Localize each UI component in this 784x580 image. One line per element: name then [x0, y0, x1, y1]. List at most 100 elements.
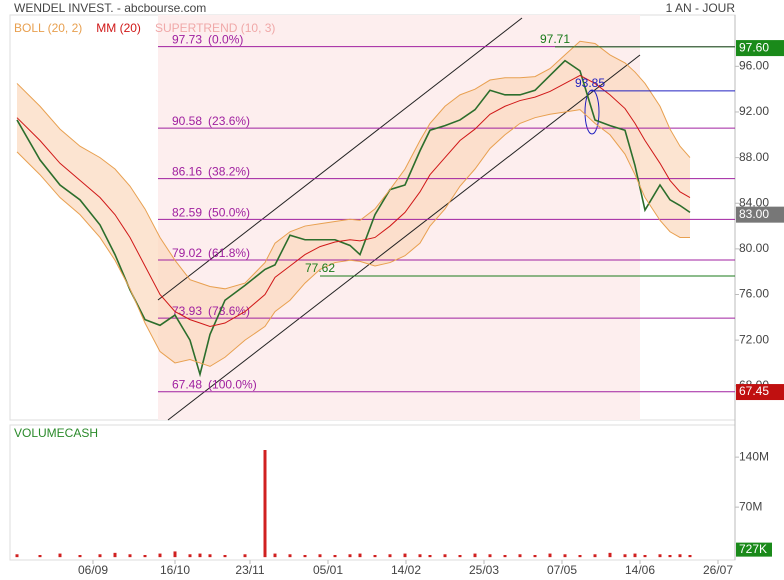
volume-bar — [373, 555, 377, 558]
x-tick-label: 25/03 — [469, 563, 499, 577]
y-tick-label: 80.00 — [739, 241, 769, 255]
volume-bar — [578, 555, 582, 558]
volume-bar — [223, 555, 227, 558]
fib-label: 90.58 (23.6%) — [172, 114, 250, 128]
fib-value: 90.58 — [172, 114, 202, 128]
volume-bar — [688, 555, 692, 558]
x-tick-label: 06/09 — [78, 563, 108, 577]
fib-pct: (0.0%) — [208, 33, 243, 47]
price-tag-label: 83.00 — [739, 207, 769, 221]
fib-value: 73.93 — [172, 304, 202, 318]
y-tick-label: 88.00 — [739, 150, 769, 164]
volume-bar — [113, 552, 117, 558]
volume-tag — [736, 542, 772, 557]
volume-bar — [488, 554, 492, 558]
volume-bar — [458, 555, 462, 558]
price-tag-label: 97.60 — [739, 40, 769, 54]
moving-average — [16, 74, 691, 327]
volume-bar — [633, 553, 637, 558]
title: WENDEL INVEST. - abcbourse.com — [14, 1, 206, 15]
volume-bar — [658, 554, 662, 558]
period: 1 AN - JOUR — [666, 1, 736, 15]
y-tick-label: 96.00 — [739, 59, 769, 73]
fib-label: 86.16 (38.2%) — [172, 165, 250, 179]
volume-tag-label: 727K — [739, 542, 767, 556]
volume-bar — [333, 555, 337, 558]
volume-bar — [198, 553, 202, 558]
volume-bar — [533, 555, 537, 558]
volume-bar — [548, 553, 552, 558]
volume-bar — [188, 554, 192, 558]
x-tick-label: 05/01 — [313, 563, 343, 577]
annotation: 97.71 — [540, 32, 570, 46]
legend-entry: BOLL (20, 2) — [14, 21, 82, 35]
y-tick-label: 92.00 — [739, 104, 769, 118]
y-tick-label: 84.00 — [739, 195, 769, 209]
price-tag — [736, 40, 784, 57]
x-tick-label: 23/11 — [235, 563, 264, 577]
fib-value: 97.73 — [172, 33, 202, 47]
volume-bar — [428, 555, 432, 558]
fib-value: 86.16 — [172, 165, 202, 179]
fib-pct: (78.6%) — [208, 304, 250, 318]
volume-bar — [593, 554, 597, 558]
fib-value: 79.02 — [172, 246, 202, 260]
volume-title: VOLUMECASH — [14, 426, 98, 440]
volume-bar — [38, 555, 42, 558]
volume-bar — [668, 555, 672, 558]
price-tag-label: 67.45 — [739, 384, 769, 398]
volume-bar — [208, 554, 212, 558]
fib-pct: (61.8%) — [208, 246, 250, 260]
volume-bar — [418, 554, 422, 558]
volume-bar — [388, 554, 392, 558]
volume-bar — [158, 553, 162, 558]
y-tick-label: 140M — [739, 449, 769, 463]
fib-value: 82.59 — [172, 205, 202, 219]
x-tick-label: 16/10 — [160, 563, 190, 577]
fib-pct: (50.0%) — [208, 205, 250, 219]
fib-label: 79.02 (61.8%) — [172, 246, 250, 260]
annotation: 93.85 — [575, 76, 605, 90]
x-tick-label: 07/05 — [547, 563, 577, 577]
fib-label: 97.73 (0.0%) — [172, 33, 243, 47]
volume-bar — [443, 554, 447, 558]
volume-bar — [263, 450, 267, 558]
fib-pct: (100.0%) — [208, 378, 257, 392]
volume-bar — [678, 554, 682, 558]
legend-entry: SUPERTREND (10, 3) — [155, 21, 275, 35]
volume-bar — [58, 553, 62, 558]
volume-bar — [358, 553, 362, 558]
volume-bar — [288, 554, 292, 558]
fib-pct: (23.6%) — [208, 114, 250, 128]
x-tick-label: 14/02 — [391, 563, 421, 577]
volume-bar — [403, 553, 407, 558]
fib-label: 82.59 (50.0%) — [172, 205, 250, 219]
fib-label: 67.48 (100.0%) — [172, 378, 257, 392]
volume-bar — [173, 551, 177, 558]
volume-bar — [128, 554, 132, 558]
legend-entry: MM (20) — [96, 21, 141, 35]
volume-bar — [503, 555, 507, 558]
y-tick-label: 72.00 — [739, 332, 769, 346]
volume-bar — [273, 553, 277, 558]
channel-line — [157, 17, 523, 301]
volume-bar — [608, 552, 612, 558]
volume-bar — [518, 554, 522, 558]
volume-bar — [78, 555, 82, 558]
volume-bar — [318, 554, 322, 558]
volume-bar — [243, 554, 247, 558]
x-tick-label: 14/06 — [625, 563, 655, 577]
bollinger-line — [16, 109, 690, 367]
channel-line — [167, 54, 641, 421]
price-line — [16, 59, 691, 378]
price-tag — [736, 206, 784, 223]
ellipse — [584, 89, 600, 135]
volume-bar — [15, 554, 19, 558]
volume-bar — [643, 555, 647, 558]
fib-pct: (38.2%) — [208, 165, 250, 179]
volume-bar — [348, 554, 352, 558]
volume-bar — [98, 554, 102, 558]
volume-bar — [623, 554, 627, 558]
volume-bar — [303, 555, 307, 558]
